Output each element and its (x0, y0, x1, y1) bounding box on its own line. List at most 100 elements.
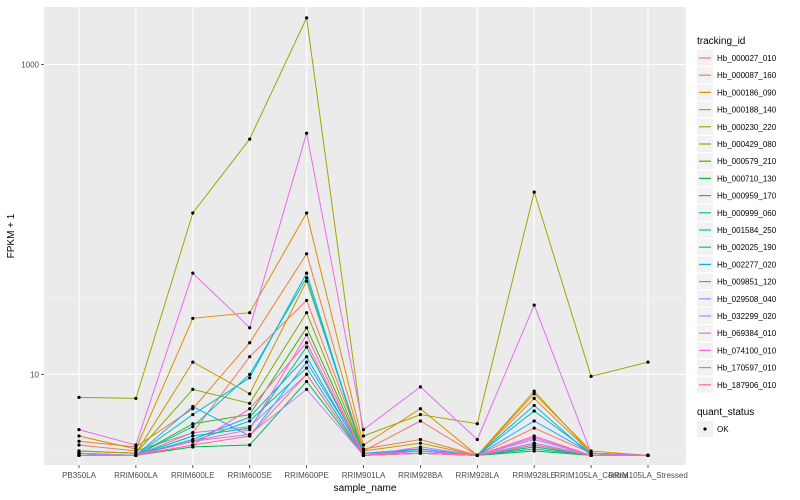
data-point (646, 453, 650, 457)
data-point (191, 412, 195, 417)
x-tick-label: RRIM928LA (456, 471, 500, 480)
x-tick-label: RRIM901LA (342, 471, 386, 480)
data-point (305, 345, 309, 349)
data-point (191, 360, 195, 364)
legend-entry-label: Hb_002277_020 (717, 260, 777, 269)
data-point (305, 387, 309, 391)
data-point (248, 425, 252, 429)
legend-entry-label: Hb_000087_160 (717, 71, 777, 80)
legend2-items: OK (697, 421, 729, 437)
legend-entry-label: Hb_000429_080 (717, 140, 777, 149)
data-point (248, 341, 252, 345)
legend-title: tracking_id (697, 36, 745, 47)
data-point (191, 387, 195, 391)
data-point (418, 419, 422, 423)
data-point (248, 355, 252, 359)
data-point (305, 372, 309, 376)
x-tick-label: RRIM600LA (114, 471, 158, 480)
x-tick-label: RRIM600PE (284, 471, 328, 480)
y-axis-ticks: 10 1000 (21, 60, 44, 379)
data-point (361, 428, 366, 432)
data-point (418, 407, 422, 411)
data-point (191, 211, 195, 215)
data-point (305, 211, 309, 215)
data-point (532, 392, 536, 396)
data-point (248, 412, 252, 417)
data-point (532, 396, 536, 400)
data-point (248, 376, 252, 380)
legend2-key-point (703, 427, 707, 431)
x-axis-ticks: PB350LA RRIM600LA RRIM600LE RRIM600SE RRIM60… (62, 465, 688, 480)
legend-entry-label: Hb_170597_010 (717, 364, 777, 373)
data-point (305, 341, 309, 345)
data-point (248, 428, 252, 432)
data-point (77, 443, 81, 447)
legend-entry-label: Hb_000710_130 (717, 174, 777, 183)
data-point (305, 326, 309, 330)
data-point (532, 389, 536, 393)
x-tick-label: RRIM105LA_Stressed (608, 471, 688, 480)
data-point (305, 252, 309, 256)
y-tick-label: 1000 (21, 60, 39, 69)
data-point (646, 360, 650, 364)
x-tick-label: RRIM928BA (398, 471, 443, 480)
data-point (77, 451, 81, 455)
data-point (191, 439, 195, 443)
data-point (305, 279, 309, 283)
data-point (248, 415, 252, 419)
legend2-title: quant_status (697, 407, 754, 418)
data-point (134, 447, 138, 451)
legend-items: Hb_000027_010 Hb_000087_160 Hb_000186_090 H… (697, 50, 777, 393)
legend2-entry-label: OK (717, 425, 729, 434)
data-point (134, 396, 138, 400)
x-tick-label: RRIM600LE (171, 471, 215, 480)
x-axis-title: sample_name (334, 483, 397, 494)
data-point (191, 425, 195, 429)
data-point (361, 443, 366, 447)
x-tick-label: RRIM928LE (512, 471, 556, 480)
x-tick-label: RRIM105LA_Control (554, 471, 628, 480)
legend: tracking_id Hb_000027_010Hb_000087_160Hb… (697, 36, 777, 437)
points-layer (77, 16, 650, 457)
data-point (191, 431, 195, 435)
data-point (77, 434, 81, 438)
data-point (191, 407, 195, 411)
legend-entry-label: Hb_029508_040 (717, 295, 777, 304)
data-point (305, 311, 309, 315)
data-point (361, 453, 366, 457)
data-point (191, 404, 195, 409)
x-tick-label: PB350LA (62, 471, 96, 480)
data-point (191, 434, 195, 438)
x-tick-label: RRIM600SE (227, 471, 271, 480)
data-point (305, 298, 309, 303)
data-point (418, 445, 422, 449)
legend-entry-label: Hb_032299_020 (717, 312, 777, 321)
legend-entry-label: Hb_000230_220 (717, 123, 777, 132)
data-point (418, 412, 422, 417)
data-point (475, 453, 479, 457)
data-point (248, 311, 252, 315)
data-point (305, 379, 309, 384)
data-point (532, 426, 536, 430)
data-point (532, 409, 536, 413)
data-point (589, 374, 593, 379)
data-point (361, 434, 366, 438)
legend-entry-label: Hb_009851_120 (717, 278, 777, 287)
data-point (77, 428, 81, 432)
data-point (418, 385, 422, 389)
panel-background (44, 7, 686, 465)
data-point (77, 453, 81, 457)
data-point (248, 137, 252, 141)
legend-entry-label: Hb_074100_010 (717, 346, 777, 355)
data-point (589, 451, 593, 455)
data-point (248, 372, 252, 376)
data-point (191, 271, 195, 275)
data-point (305, 366, 309, 370)
data-point (305, 360, 309, 364)
legend-entry-label: Hb_001584_250 (717, 226, 777, 235)
data-point (134, 443, 138, 447)
legend-entry-label: Hb_002025_190 (717, 243, 777, 252)
data-point (77, 439, 81, 443)
